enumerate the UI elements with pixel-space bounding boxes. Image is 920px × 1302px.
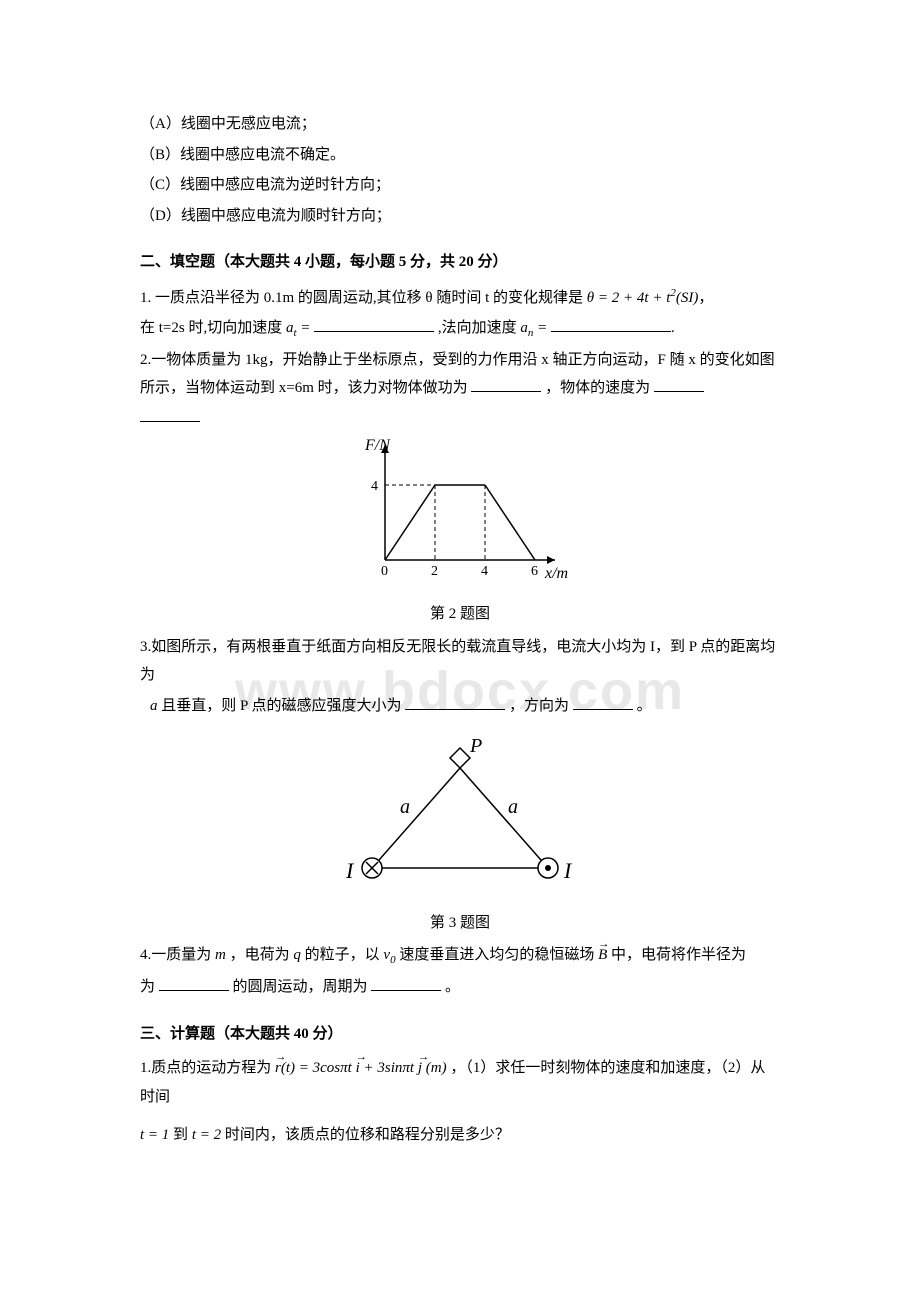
fig2-caption: 第 2 题图 [140, 600, 780, 629]
q1-text-a: 1. 一质点沿半径为 0.1m 的圆周运动,其位移 θ 随时间 t 的变化规律是 [140, 290, 583, 306]
q1-an: an = [520, 320, 547, 336]
calc1-text-d: 时间内，该质点的位移和路程分别是多少？ [225, 1127, 510, 1143]
q3-text-a: 3.如图所示，有两根垂直于纸面方向相反无限长的载流直导线，电流大小均为 I，到 … [140, 639, 775, 684]
q4-q: q [293, 947, 304, 963]
q4-B: B [598, 947, 611, 963]
fig3-P: P [469, 735, 482, 757]
fig2-x4: 4 [481, 564, 488, 579]
q4-text-c: 的粒子，以 [305, 947, 380, 963]
fig2-x6: 6 [531, 564, 538, 579]
q4-line1: 4.一质量为 m ，电荷为 q 的粒子，以 v0 速度垂直进入均匀的稳恒磁场 B… [140, 941, 780, 971]
q4-text-b: ，电荷为 [230, 947, 290, 963]
q4-m: m [215, 947, 230, 963]
q1-text-b: 在 t=2s 时,切向加速度 [140, 320, 282, 336]
fig3-a-right: a [508, 796, 518, 818]
fig2-wrap: F/N 4 0 2 4 6 x/m 第 2 题图 [140, 430, 780, 629]
q1-line2: 在 t=2s 时,切向加速度 at = ,法向加速度 an = . [140, 314, 780, 344]
blank-work [471, 377, 541, 392]
calc1-t1: t = 1 [140, 1127, 169, 1143]
calc1-formula: r(t) = 3cosπt i + 3sinπt j (m) [275, 1060, 447, 1076]
calc1-text-a: 1.质点的运动方程为 [140, 1060, 271, 1076]
fig3-a-left: a [400, 796, 410, 818]
q1-at: at = [286, 320, 310, 336]
q3-line2: a 且垂直，则 P 点的磁感应强度大小为 ，方向为 。 [140, 692, 780, 721]
fig3-svg: P a a I I [330, 728, 590, 898]
calc1-text-c: 到 [173, 1127, 188, 1143]
fig2-xlabel: x/m [544, 565, 568, 582]
q1-line1: 1. 一质点沿半径为 0.1m 的圆周运动,其位移 θ 随时间 t 的变化规律是… [140, 283, 780, 313]
blank-an [551, 317, 671, 332]
blank-b-mag [405, 695, 505, 710]
option-c: （C）线圈中感应电流为逆时针方向； [140, 171, 780, 200]
fig2-ylabel: F/N [364, 437, 391, 454]
q3-a: a [150, 698, 158, 714]
blank-b-dir [573, 695, 633, 710]
blank-radius [159, 976, 229, 991]
page-content: （A）线圈中无感应电流； （B）线圈中感应电流不确定。 （C）线圈中感应电流为逆… [140, 110, 780, 1150]
q1-comma: ， [698, 290, 713, 306]
q4-text-d: 速度垂直进入均匀的稳恒磁场 [399, 947, 594, 963]
q1-text-c: ,法向加速度 [438, 320, 517, 336]
calc1-t2: t = 2 [192, 1127, 225, 1143]
section-3-title: 三、计算题（本大题共 40 分） [140, 1020, 780, 1049]
q1-formula: θ = 2 + 4t + t2(SI) [587, 290, 699, 306]
calc1-line1: 1.质点的运动方程为 r(t) = 3cosπt i + 3sinπt j (m… [140, 1054, 780, 1111]
fig3-I-right: I [563, 858, 573, 883]
q4-line2: 为 的圆周运动，周期为 。 [140, 973, 780, 1002]
option-b: （B）线圈中感应电流不确定。 [140, 141, 780, 170]
q4-text-e: 中，电荷将作半径为 [611, 947, 746, 963]
option-a: （A）线圈中无感应电流； [140, 110, 780, 139]
section-2-title: 二、填空题（本大题共 4 小题，每小题 5 分，共 20 分） [140, 248, 780, 277]
blank-velocity-cont [140, 407, 200, 422]
q4-text-g: 。 [445, 979, 460, 995]
q4-text-a: 4.一质量为 [140, 947, 211, 963]
q4-text-f: 的圆周运动，周期为 [233, 979, 368, 995]
blank-period [371, 976, 441, 991]
fig3-caption: 第 3 题图 [140, 909, 780, 938]
q3-text-d: 。 [637, 698, 652, 714]
q3-text-c: ，方向为 [509, 698, 569, 714]
q2-text-b: ，物体的速度为 [545, 380, 650, 396]
fig2-x0: 0 [381, 564, 388, 579]
blank-velocity [654, 377, 704, 392]
q4-v0: v0 [383, 947, 399, 963]
q3-text-b: 且垂直，则 P 点的磁感应强度大小为 [161, 698, 401, 714]
q2-line: 2.一物体质量为 1kg，开始静止于坐标原点，受到的力作用沿 x 轴正方向运动，… [140, 346, 780, 403]
option-d: （D）线圈中感应电流为顺时针方向； [140, 202, 780, 231]
fig2-ytick4: 4 [371, 479, 378, 494]
fig2-x2: 2 [431, 564, 438, 579]
blank-at [314, 317, 434, 332]
calc1-line2: t = 1 到 t = 2 时间内，该质点的位移和路程分别是多少？ [140, 1121, 780, 1150]
fig2-svg: F/N 4 0 2 4 6 x/m [345, 430, 575, 590]
fig3-I-left: I [345, 858, 355, 883]
q3-line1: 3.如图所示，有两根垂直于纸面方向相反无限长的载流直导线，电流大小均为 I，到 … [140, 633, 780, 690]
fig3-wrap: P a a I I 第 3 题图 [140, 728, 780, 937]
